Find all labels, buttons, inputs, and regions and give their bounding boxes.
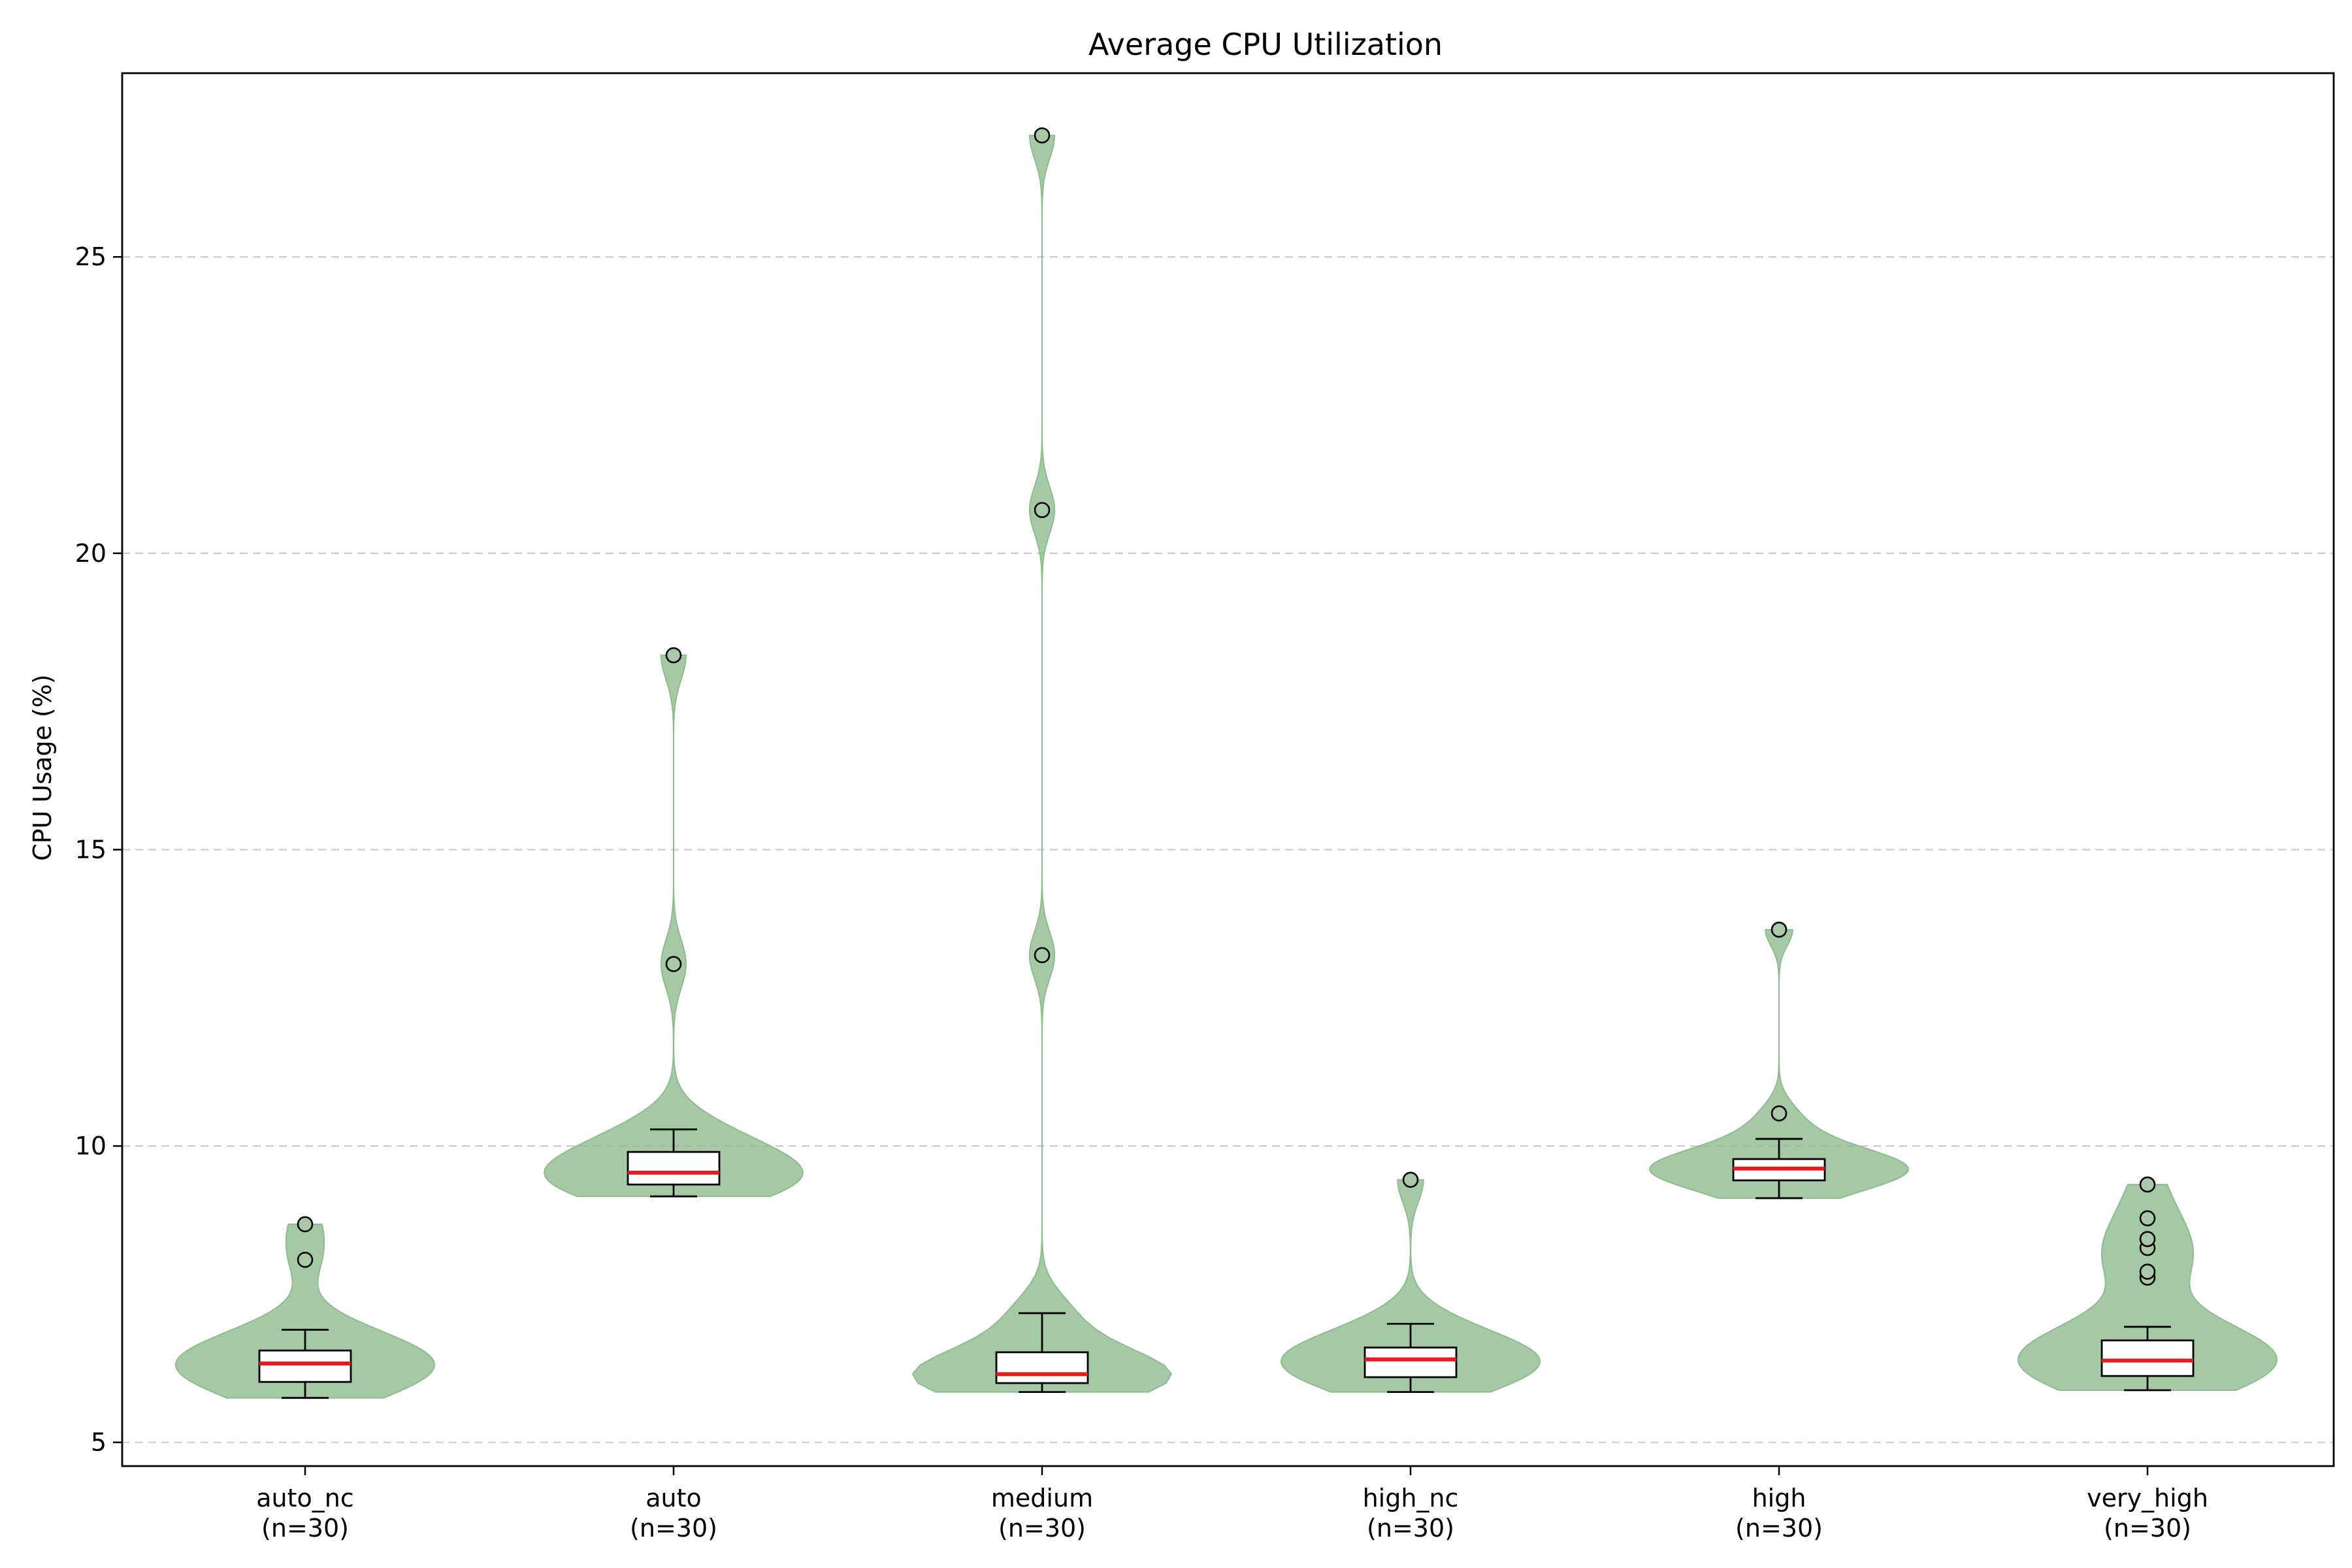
- category-labels: auto_nc(n=30)auto(n=30)medium(n=30)high_…: [256, 1484, 2208, 1543]
- category-n-label-very_high: (n=30): [2104, 1514, 2191, 1543]
- box-very_high: [2100, 1339, 2195, 1377]
- outlier-point-medium-2: [1034, 127, 1051, 144]
- outlier-point-medium-0: [1034, 947, 1051, 964]
- y-tick-label-20: 20: [75, 539, 106, 568]
- outliers: [297, 127, 2156, 1286]
- grid-lines: [122, 256, 2334, 1443]
- outlier-point-auto_nc-0: [297, 1251, 314, 1268]
- outlier-point-medium-1: [1034, 502, 1051, 518]
- box-medium: [995, 1351, 1089, 1384]
- y-tick-label-15: 15: [75, 835, 106, 864]
- outlier-point-high-1: [1771, 921, 1788, 938]
- category-n-label-auto_nc: (n=30): [261, 1514, 349, 1543]
- y-tick-label-10: 10: [75, 1132, 106, 1160]
- outlier-point-auto-1: [665, 647, 682, 664]
- violin-high: [1648, 929, 1910, 1199]
- violin-high_nc: [1280, 1179, 1541, 1393]
- outlier-point-very_high-1: [2139, 1264, 2156, 1280]
- category-label-auto_nc: auto_nc: [256, 1484, 354, 1512]
- box-high_nc: [1364, 1347, 1458, 1379]
- category-label-very_high: very_high: [2087, 1484, 2208, 1512]
- outlier-point-high-0: [1771, 1105, 1788, 1122]
- category-n-label-auto: (n=30): [630, 1514, 717, 1543]
- category-n-label-medium: (n=30): [998, 1514, 1086, 1543]
- chart-title: Average CPU Utilization: [1088, 27, 1443, 62]
- box-auto: [627, 1151, 721, 1186]
- violin-auto_nc: [175, 1223, 435, 1399]
- outlier-point-very_high-4: [2139, 1210, 2156, 1227]
- category-n-label-high_nc: (n=30): [1367, 1514, 1454, 1543]
- violin-auto: [543, 654, 804, 1198]
- y-tick-label-25: 25: [75, 242, 106, 271]
- outlier-point-auto-0: [665, 956, 682, 972]
- violin-very_high: [2017, 1184, 2278, 1391]
- category-label-high_nc: high_nc: [1363, 1484, 1459, 1512]
- box-auto_nc: [258, 1349, 352, 1383]
- outlier-point-high_nc-0: [1402, 1171, 1419, 1188]
- axes: 5 10 15 20 25: [75, 72, 2335, 1475]
- y-axis-label: CPU Usage (%): [28, 674, 57, 861]
- violins: [175, 135, 2278, 1399]
- box-plots: [258, 1128, 2195, 1399]
- plot-frame: [121, 72, 2335, 1467]
- outlier-point-auto_nc-1: [297, 1216, 314, 1233]
- outlier-point-very_high-5: [2139, 1176, 2156, 1193]
- y-tick-label-5: 5: [91, 1428, 106, 1457]
- violin-medium: [911, 135, 1173, 1393]
- category-label-medium: medium: [991, 1484, 1093, 1512]
- category-n-label-high: (n=30): [1735, 1514, 1823, 1543]
- outlier-point-very_high-3: [2139, 1231, 2156, 1247]
- category-label-auto: auto: [645, 1484, 702, 1512]
- category-label-high: high: [1752, 1484, 1806, 1512]
